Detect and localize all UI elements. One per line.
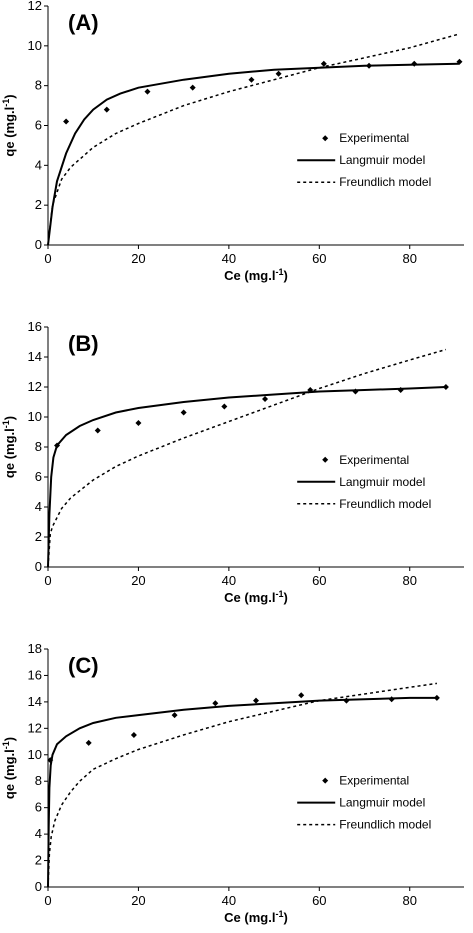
panel-label: (C) — [68, 653, 99, 678]
data-point — [298, 692, 305, 699]
x-tick-label: 60 — [312, 251, 326, 266]
legend-marker-experimental — [322, 777, 329, 784]
y-tick-label: 2 — [35, 197, 42, 212]
y-tick-label: 0 — [35, 237, 42, 252]
data-point — [253, 697, 259, 704]
y-tick-label: 2 — [35, 529, 42, 544]
y-axis-label: qe (mg.l-1) — [1, 94, 17, 156]
data-point — [130, 731, 137, 738]
data-point — [189, 84, 196, 91]
data-point — [135, 420, 142, 426]
y-tick-label: 0 — [35, 879, 42, 894]
data-point — [63, 118, 70, 125]
y-tick-label: 8 — [35, 439, 42, 454]
freundlich-curve — [47, 682, 438, 888]
legend-label: Experimental — [339, 453, 409, 467]
chart-panel-3: 0 2 4 6 8 10 12 14 16 18 0 20 40 60 80 Ce (mg.l-1) qe (m… — [1, 641, 464, 925]
y-tick-label: 10 — [28, 409, 42, 424]
y-tick-label: 14 — [28, 349, 42, 364]
x-tick-label: 0 — [44, 893, 51, 908]
x-tick-label: 0 — [44, 251, 51, 266]
legend-marker-experimental — [322, 456, 329, 463]
data-point — [171, 712, 178, 719]
x-tick-label: 20 — [131, 573, 145, 588]
legend-label: Experimental — [339, 131, 409, 145]
freundlich-curve — [47, 33, 460, 246]
legend-label: Langmuir model — [339, 153, 425, 167]
y-tick-label: 8 — [35, 78, 42, 93]
x-tick-label: 80 — [403, 573, 417, 588]
x-axis-label: Ce (mg.l-1) — [224, 267, 288, 283]
chart-panel-2: 0 2 4 6 8 10 12 14 16 0 20 40 60 80 Ce (mg.l-1) qe (mg.… — [1, 319, 464, 605]
data-point — [442, 384, 449, 390]
x-tick-label: 60 — [312, 573, 326, 588]
y-tick-label: 4 — [35, 499, 42, 514]
legend: Experimental Langmuir model Freundlich mod… — [297, 131, 431, 189]
x-tick-label: 40 — [222, 251, 236, 266]
x-tick-label: 80 — [403, 251, 417, 266]
y-tick-label: 4 — [35, 826, 42, 841]
legend-label: Experimental — [339, 774, 409, 788]
data-point — [85, 739, 92, 746]
x-tick-label: 0 — [44, 573, 51, 588]
y-axis-label: qe (mg.l-1) — [1, 737, 17, 799]
y-axis-label: qe (mg.l-1) — [1, 416, 17, 478]
x-axis-label: Ce (mg.l-1) — [224, 589, 288, 605]
data-point — [94, 427, 101, 434]
y-tick-label: 12 — [28, 720, 42, 735]
y-tick-label: 6 — [35, 118, 42, 133]
y-tick-label: 12 — [28, 0, 42, 13]
legend-marker-experimental — [322, 135, 329, 142]
legend: Experimental Langmuir model Freundlich mod… — [297, 453, 431, 511]
data-point — [212, 700, 219, 707]
x-tick-label: 40 — [222, 573, 236, 588]
legend-label: Freundlich model — [339, 818, 431, 832]
data-point — [103, 106, 110, 113]
x-tick-label: 20 — [131, 251, 145, 266]
y-tick-label: 8 — [35, 773, 42, 788]
langmuir-curve — [47, 696, 437, 888]
y-tick-label: 10 — [28, 38, 42, 53]
y-tick-label: 14 — [28, 694, 42, 709]
y-tick-label: 4 — [35, 157, 42, 172]
data-point — [180, 409, 187, 416]
y-tick-label: 16 — [28, 319, 42, 334]
chart-panel-1: 0 2 4 6 8 10 12 0 20 40 60 80 Ce (mg.l-1) qe (mg.l-1)… — [1, 0, 464, 283]
panel-label: (A) — [68, 10, 99, 35]
x-tick-label: 60 — [312, 893, 326, 908]
legend-label: Langmuir model — [339, 796, 425, 810]
langmuir-curve — [47, 62, 460, 246]
x-tick-label: 40 — [222, 893, 236, 908]
y-tick-label: 6 — [35, 800, 42, 815]
data-point — [456, 58, 463, 65]
x-tick-label: 20 — [131, 893, 145, 908]
data-point — [248, 76, 255, 83]
langmuir-curve — [47, 386, 446, 568]
data-point — [262, 396, 269, 402]
legend-label: Langmuir model — [339, 475, 425, 489]
x-tick-label: 80 — [403, 893, 417, 908]
y-tick-label: 10 — [28, 747, 42, 762]
data-point — [320, 60, 327, 67]
y-tick-label: 0 — [35, 559, 42, 574]
y-tick-label: 6 — [35, 469, 42, 484]
y-tick-label: 2 — [35, 853, 42, 868]
x-axis-label: Ce (mg.l-1) — [224, 909, 288, 925]
y-tick-label: 16 — [28, 667, 42, 682]
legend: Experimental Langmuir model Freundlich mod… — [297, 774, 431, 832]
freundlich-curve — [47, 348, 447, 568]
y-tick-label: 18 — [28, 641, 42, 656]
legend-label: Freundlich model — [339, 175, 431, 189]
legend-label: Freundlich model — [339, 497, 431, 511]
data-point — [144, 88, 151, 95]
y-tick-label: 12 — [28, 379, 42, 394]
data-point — [221, 403, 228, 410]
data-point — [275, 70, 282, 77]
panel-label: (B) — [68, 331, 99, 356]
